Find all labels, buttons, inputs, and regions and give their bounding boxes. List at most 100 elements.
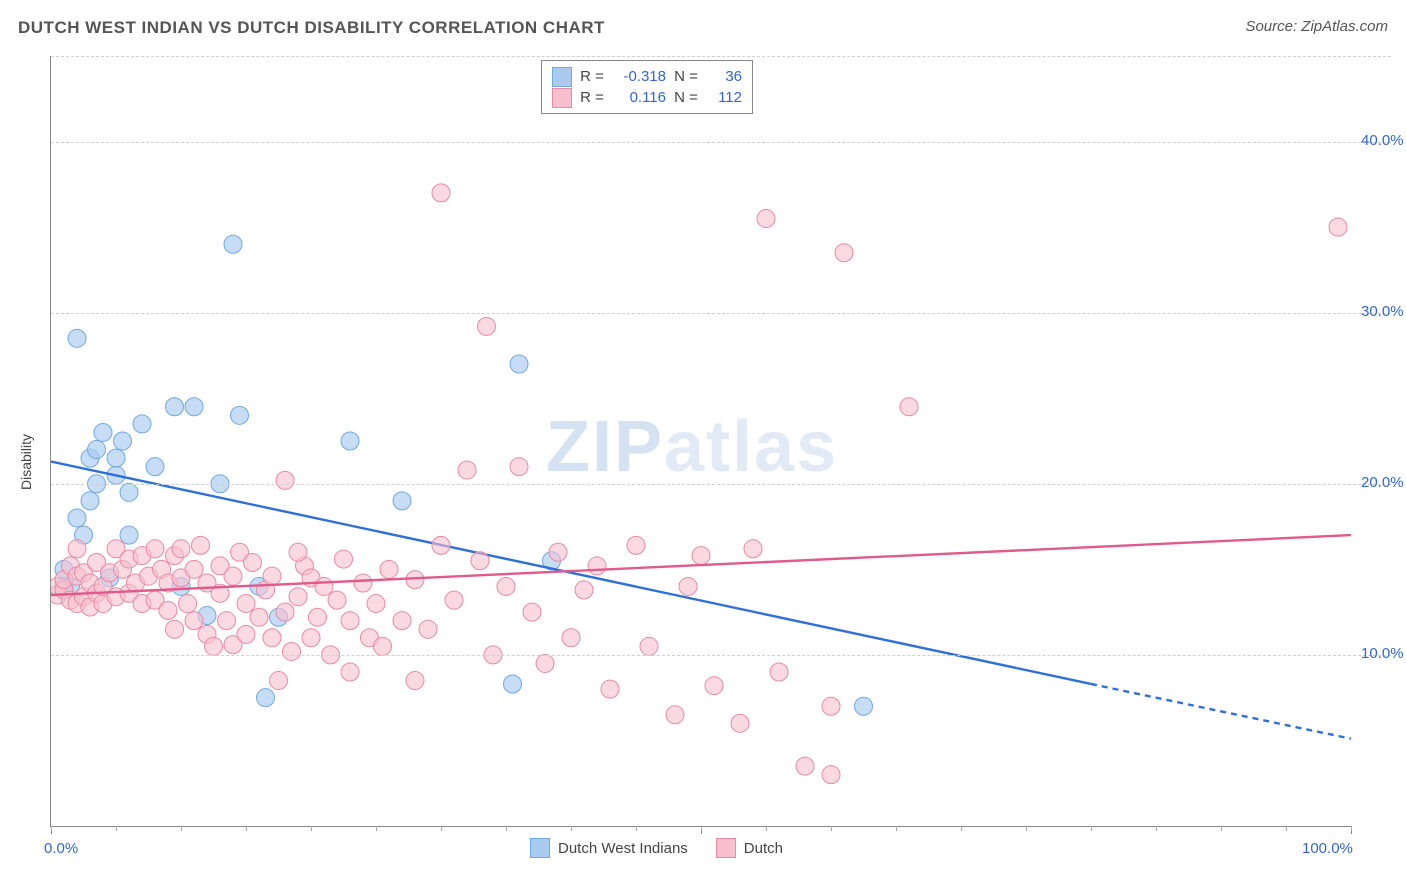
stat-label-R: R = <box>580 66 604 87</box>
scatter-point <box>237 625 255 643</box>
scatter-point <box>504 675 522 693</box>
scatter-point <box>497 577 515 595</box>
scatter-point <box>120 483 138 501</box>
scatter-point <box>289 588 307 606</box>
scatter-point <box>510 458 528 476</box>
legend-swatch <box>530 838 550 858</box>
scatter-point <box>705 677 723 695</box>
scatter-point <box>166 398 184 416</box>
scatter-point <box>270 672 288 690</box>
scatter-point <box>640 637 658 655</box>
y-axis-tick: 20.0% <box>1361 474 1404 491</box>
x-axis-minor-tick <box>506 826 507 831</box>
scatter-point <box>627 536 645 554</box>
scatter-point <box>432 536 450 554</box>
scatter-point <box>237 595 255 613</box>
correlation-stats-box: R = -0.318 N = 36 R = 0.116 N = 112 <box>541 60 753 114</box>
scatter-point <box>185 560 203 578</box>
stat-label-N: N = <box>674 66 698 87</box>
scatter-point <box>146 540 164 558</box>
scatter-point <box>68 329 86 347</box>
y-axis-label: Disability <box>18 434 34 490</box>
scatter-point <box>458 461 476 479</box>
x-axis-tick-right: 100.0% <box>1302 840 1353 857</box>
scatter-point <box>731 714 749 732</box>
scatter-point <box>393 612 411 630</box>
y-axis-tick: 10.0% <box>1361 645 1404 662</box>
scatter-point <box>478 317 496 335</box>
x-axis-minor-tick <box>311 826 312 831</box>
gridline <box>51 313 1391 314</box>
x-axis-minor-tick <box>1286 826 1287 831</box>
plot-svg <box>51 56 1351 826</box>
x-axis-minor-tick <box>1156 826 1157 831</box>
scatter-point <box>224 567 242 585</box>
scatter-point <box>900 398 918 416</box>
scatter-point <box>192 536 210 554</box>
scatter-point <box>666 706 684 724</box>
scatter-point <box>133 415 151 433</box>
stat-value-R: 0.116 <box>612 87 666 108</box>
scatter-point <box>224 235 242 253</box>
source-attribution: Source: ZipAtlas.com <box>1245 18 1388 35</box>
x-axis-minor-tick <box>116 826 117 831</box>
scatter-point <box>341 612 359 630</box>
scatter-point <box>855 697 873 715</box>
scatter-point <box>471 552 489 570</box>
scatter-point <box>94 423 112 441</box>
scatter-point <box>367 595 385 613</box>
scatter-point <box>276 603 294 621</box>
x-axis-minor-tick <box>896 826 897 831</box>
scatter-point <box>88 441 106 459</box>
stat-value-N: 112 <box>706 87 742 108</box>
scatter-point <box>601 680 619 698</box>
x-axis-minor-tick <box>831 826 832 831</box>
scatter-point <box>302 629 320 647</box>
x-axis-minor-tick <box>1351 826 1352 831</box>
x-axis-minor-tick <box>246 826 247 831</box>
scatter-point <box>822 697 840 715</box>
stat-label-N: N = <box>674 87 698 108</box>
scatter-point <box>68 540 86 558</box>
gridline <box>51 56 1391 57</box>
scatter-point <box>244 553 262 571</box>
x-axis-minor-tick <box>961 826 962 831</box>
stat-value-N: 36 <box>706 66 742 87</box>
scatter-point <box>263 629 281 647</box>
scatter-point <box>283 642 301 660</box>
legend-swatch <box>552 88 572 108</box>
scatter-point <box>354 574 372 592</box>
scatter-point <box>523 603 541 621</box>
y-axis-tick: 40.0% <box>1361 132 1404 149</box>
stat-value-R: -0.318 <box>612 66 666 87</box>
scatter-point <box>406 672 424 690</box>
scatter-point <box>796 757 814 775</box>
scatter-point <box>757 210 775 228</box>
legend-item: Dutch <box>716 838 783 858</box>
scatter-point <box>341 663 359 681</box>
scatter-point <box>374 637 392 655</box>
scatter-point <box>335 550 353 568</box>
scatter-point <box>218 612 236 630</box>
x-axis-tick-left: 0.0% <box>44 840 78 857</box>
scatter-point <box>835 244 853 262</box>
scatter-point <box>744 540 762 558</box>
scatter-point <box>1329 218 1347 236</box>
chart-title: DUTCH WEST INDIAN VS DUTCH DISABILITY CO… <box>18 18 605 38</box>
scatter-point <box>231 406 249 424</box>
gridline <box>51 484 1391 485</box>
scatter-point <box>562 629 580 647</box>
legend-swatch <box>552 67 572 87</box>
stat-label-R: R = <box>580 87 604 108</box>
legend-label: Dutch <box>744 840 783 857</box>
scatter-point <box>205 637 223 655</box>
scatter-point <box>146 458 164 476</box>
scatter-point <box>393 492 411 510</box>
stat-row: R = 0.116 N = 112 <box>552 87 742 108</box>
y-axis-tick: 30.0% <box>1361 303 1404 320</box>
scatter-point <box>679 577 697 595</box>
scatter-point <box>120 526 138 544</box>
scatter-point <box>185 612 203 630</box>
x-axis-minor-tick <box>181 826 182 831</box>
scatter-point <box>289 543 307 561</box>
